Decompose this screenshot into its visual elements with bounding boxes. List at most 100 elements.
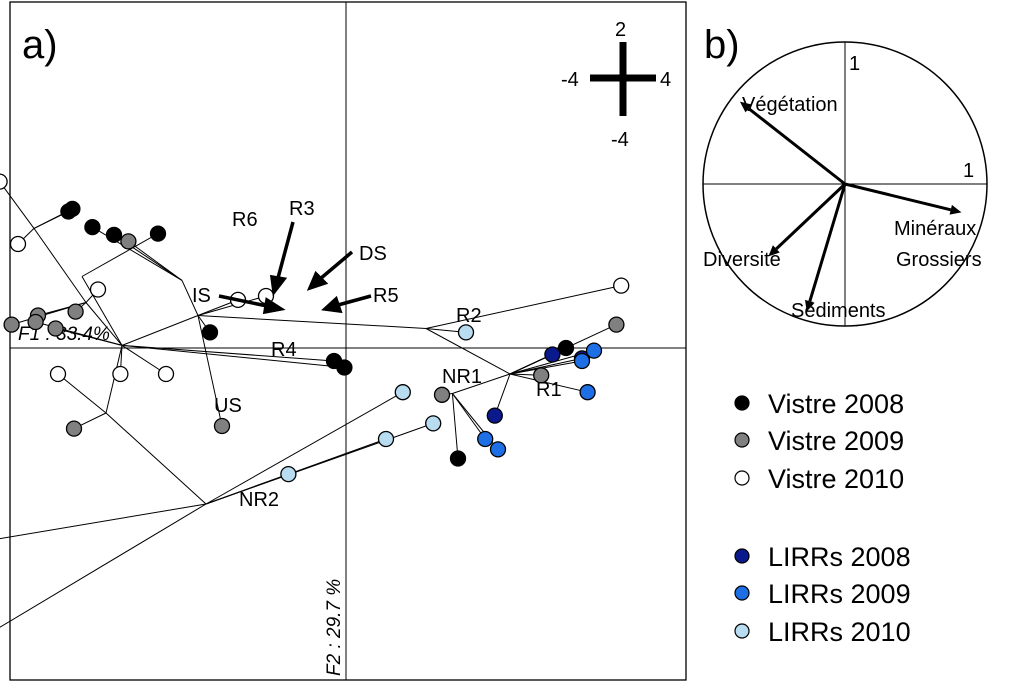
- spider-line: [121, 344, 345, 368]
- svg-text:Vistre 2010: Vistre 2010: [768, 464, 904, 494]
- centroid-label-nr2: NR2: [239, 489, 279, 511]
- point-vistre-2010: [89, 281, 107, 298]
- centroid-link: [181, 280, 199, 316]
- spider-line: [205, 391, 404, 505]
- point-lirrs-2010: [280, 465, 297, 483]
- y-axis-title: F2 : 29.7 %: [324, 579, 345, 676]
- point-vistre-2010: [49, 365, 67, 383]
- centroid-label-r5: R5: [373, 285, 399, 307]
- spider-line: [81, 233, 159, 277]
- point-vistre-2009: [608, 316, 625, 333]
- point-lirrs-2009: [477, 430, 494, 448]
- spider-line: [55, 328, 123, 346]
- legend-item-lirrs-2008: LIRRs 2008: [734, 542, 911, 572]
- point-lirrs-2009: [489, 441, 507, 458]
- arrowhead-diversit-: [768, 245, 780, 257]
- point-vistre-2009: [3, 316, 20, 333]
- spider-line: [197, 295, 267, 316]
- arrowhead-v-g-tation: [739, 101, 752, 113]
- point-vistre-2009: [533, 367, 550, 384]
- legend-item-lirrs-2009: LIRRs 2009: [734, 579, 911, 609]
- point-lirrs-2009: [579, 384, 596, 401]
- point-lirrs-2010: [377, 430, 395, 448]
- spider-line: [0, 503, 207, 628]
- spider-line: [0, 181, 35, 229]
- circle-tick-x: 1: [963, 160, 974, 182]
- centroid-label-nr1: NR1: [442, 366, 482, 388]
- centroid-label-r4: R4: [271, 339, 297, 361]
- scale-bar-left-label: -4: [561, 69, 579, 91]
- panel-a-frame: [9, 1, 687, 681]
- spider-line: [0, 503, 207, 540]
- point-vistre-2008: [84, 218, 101, 236]
- scale-bar-right-label: 4: [660, 69, 671, 91]
- point-vistre-2008: [64, 200, 81, 218]
- point-vistre-2008: [557, 339, 575, 357]
- scale-bar-bottom-label: -4: [611, 129, 629, 151]
- centroid-link: [197, 315, 427, 329]
- point-lirrs-2010: [425, 415, 442, 432]
- point-lirrs-2009: [585, 342, 603, 359]
- point-lirrs-2009: [573, 352, 591, 370]
- data-points: [0, 173, 630, 483]
- centroid-label-us: US: [214, 395, 242, 417]
- variable-label-grossiers: Grossiers: [896, 249, 982, 271]
- centroid-link: [452, 373, 511, 394]
- x-axis-title: F1 : 33.4%: [18, 324, 110, 345]
- spider-line: [451, 393, 459, 459]
- arrow-s-diments: [808, 183, 847, 302]
- circle-tick-y: 1: [849, 53, 860, 75]
- arrow-v-g-tation: [747, 107, 846, 186]
- legend-item-lirrs-2010: LIRRs 2010: [734, 617, 911, 647]
- centroid-labels: R6 R3 DS IS R5 R4 US NR2 R2 NR1 R1: [192, 198, 562, 511]
- legend-item-vistre-2010: Vistre 2010: [734, 464, 904, 494]
- panel-a-label: a): [22, 23, 58, 67]
- panel-b: b) 1 1 Végétation Minéraux Grossiers Div…: [702, 23, 988, 327]
- point-vistre-2010: [0, 173, 8, 190]
- svg-text:Vistre 2008: Vistre 2008: [768, 389, 904, 419]
- point-lirrs-2008: [486, 407, 503, 424]
- centroid-label-r1: R1: [536, 379, 562, 401]
- centroid-label-r2: R2: [456, 305, 482, 327]
- spider-line: [425, 285, 622, 329]
- point-lirrs-2010: [457, 324, 475, 341]
- scale-bar-top-label: 2: [615, 19, 626, 41]
- spider-lines: [0, 181, 622, 628]
- svg-text:Vistre 2009: Vistre 2009: [768, 426, 904, 456]
- point-vistre-2008: [336, 359, 353, 376]
- point-vistre-2008: [201, 324, 219, 341]
- point-lirrs-2008: [544, 346, 561, 363]
- variable-label-mineraux: Minéraux: [894, 218, 976, 240]
- legend: Vistre 2008 Vistre 2009 Vistre 2010 LIRR…: [734, 389, 911, 647]
- point-lirrs-2010: [394, 384, 411, 401]
- spider-line: [57, 373, 107, 414]
- spider-line: [121, 344, 335, 362]
- centroid-link: [425, 328, 511, 375]
- centroid-label-ds: DS: [359, 243, 387, 265]
- panel-b-label: b): [704, 23, 740, 67]
- label-arrows: [218, 221, 372, 315]
- spider-line: [128, 240, 183, 281]
- point-vistre-2009: [67, 303, 84, 320]
- point-vistre-2009: [213, 417, 231, 435]
- centroid-link: [85, 302, 123, 346]
- point-vistre-2009: [120, 233, 137, 250]
- centroid-link: [121, 315, 199, 346]
- centroid-label-r3: R3: [289, 198, 315, 220]
- variable-label-sediments: Sédiments: [791, 300, 886, 322]
- point-vistre-2010: [157, 365, 175, 383]
- point-vistre-2008: [149, 225, 167, 242]
- arrow-diversit-: [775, 182, 847, 250]
- legend-item-vistre-2009: Vistre 2009: [734, 426, 904, 456]
- svg-text:LIRRs 2009: LIRRs 2009: [768, 579, 911, 609]
- legend-item-vistre-2008: Vistre 2008: [734, 389, 904, 419]
- centroid-link: [105, 345, 123, 414]
- spider-line: [509, 360, 583, 375]
- centroid-link: [81, 276, 123, 346]
- point-vistre-2010: [613, 277, 630, 294]
- spider-line: [509, 373, 588, 393]
- svg-text:LIRRs 2010: LIRRs 2010: [768, 617, 911, 647]
- point-vistre-2009: [433, 386, 451, 403]
- arrowhead-min-raux-grossiers: [949, 204, 962, 215]
